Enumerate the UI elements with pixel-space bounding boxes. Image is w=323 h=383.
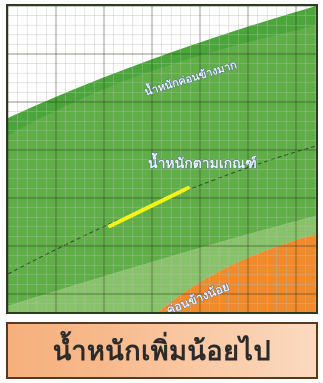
grid-major <box>8 6 316 312</box>
zone-label-middle: น้ำหนักตามเกณฑ์ <box>148 152 257 172</box>
zone-upper-band <box>8 6 316 136</box>
child-growth-marker <box>108 186 190 228</box>
chart-canvas: น้ำหนักค่อนข้างมาก น้ำหนักตามเกณฑ์ ค่อนข… <box>8 6 316 312</box>
grid-minor <box>8 6 316 312</box>
weight-growth-chart: น้ำหนักค่อนข้างมาก น้ำหนักตามเกณฑ์ ค่อนข… <box>6 4 318 314</box>
caption-text: น้ำหนักเพิ่มน้อยไป <box>52 336 272 367</box>
caption-box: น้ำหนักเพิ่มน้อยไป <box>6 322 318 379</box>
zone-low-region <box>158 234 316 312</box>
